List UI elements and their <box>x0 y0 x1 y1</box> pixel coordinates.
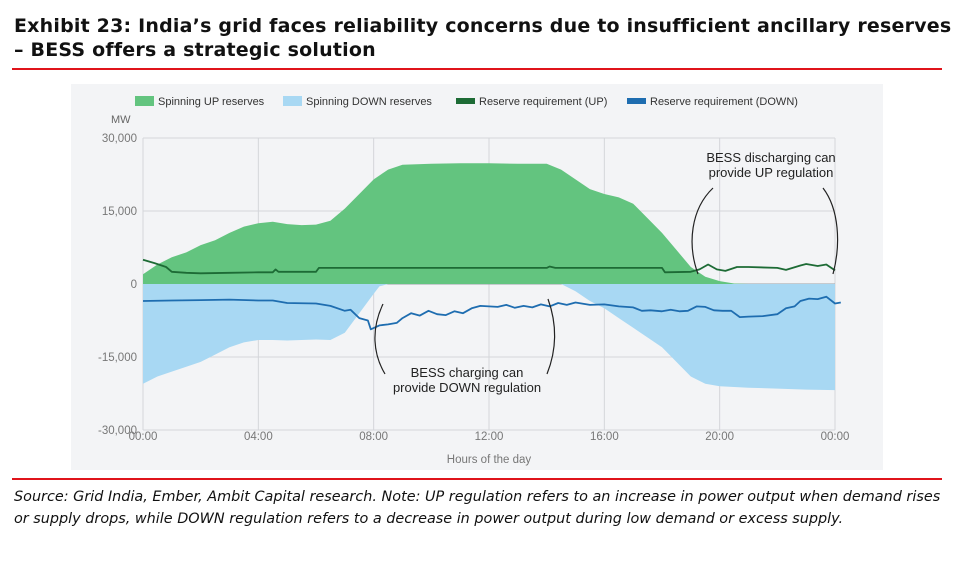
legend-item: Reserve requirement (UP) <box>456 96 607 108</box>
title-divider <box>12 68 942 70</box>
legend-item: Spinning DOWN reserves <box>283 96 432 108</box>
y-tick-label: 30,000 <box>102 133 137 145</box>
line-layer <box>142 258 841 331</box>
legend-swatch <box>456 98 475 104</box>
legend-label: Spinning UP reserves <box>158 96 265 108</box>
x-tick-label: 16:00 <box>590 431 619 443</box>
reserves-chart: Spinning UP reserves Spinning DOWN reserv… <box>98 96 849 466</box>
chart-panel: Spinning UP reserves Spinning DOWN reserv… <box>71 84 883 470</box>
legend-swatch <box>135 96 154 106</box>
x-tick-label: 20:00 <box>705 431 734 443</box>
footer-divider <box>12 478 942 480</box>
y-tick-label: -30,000 <box>98 425 137 437</box>
annotation-up-bracket-right <box>822 187 839 275</box>
annotation-up-bracket-left <box>691 187 714 275</box>
series-area <box>143 163 835 284</box>
legend-swatch <box>627 98 646 104</box>
legend-label: Reserve requirement (DOWN) <box>650 96 798 108</box>
annotation-down-bracket-left <box>374 303 386 375</box>
x-tick-label: 12:00 <box>475 431 504 443</box>
x-tick-label: 04:00 <box>244 431 273 443</box>
exhibit-title: Exhibit 23: India’s grid faces reliabili… <box>14 15 952 61</box>
source-note: Source: Grid India, Ember, Ambit Capital… <box>14 489 941 527</box>
legend-label: Reserve requirement (UP) <box>479 96 607 108</box>
y-tick-label: 15,000 <box>102 206 137 218</box>
annotation-down-bracket-right <box>546 298 556 375</box>
y-axis-label: MW <box>111 114 131 126</box>
x-tick-label: 08:00 <box>359 431 388 443</box>
legend-swatch <box>283 96 302 106</box>
annotation-down-text: provide DOWN regulation <box>393 380 541 395</box>
annotation-down-text: BESS charging can <box>411 365 524 380</box>
y-tick-label: -15,000 <box>98 352 137 364</box>
legend-item: Reserve requirement (DOWN) <box>627 96 798 108</box>
series-line <box>142 258 836 275</box>
annotation-up-text: BESS discharging can <box>706 150 835 165</box>
legend-item: Spinning UP reserves <box>135 96 265 108</box>
series-line <box>142 295 841 331</box>
x-tick-label: 00:00 <box>821 431 850 443</box>
chart-legend: Spinning UP reserves Spinning DOWN reserv… <box>135 96 798 108</box>
annotation-up-text: provide UP regulation <box>709 165 834 180</box>
x-axis-label: Hours of the day <box>447 454 532 466</box>
x-tick-label: 00:00 <box>129 431 158 443</box>
legend-label: Spinning DOWN reserves <box>306 96 432 108</box>
y-tick-label: 0 <box>131 279 137 291</box>
